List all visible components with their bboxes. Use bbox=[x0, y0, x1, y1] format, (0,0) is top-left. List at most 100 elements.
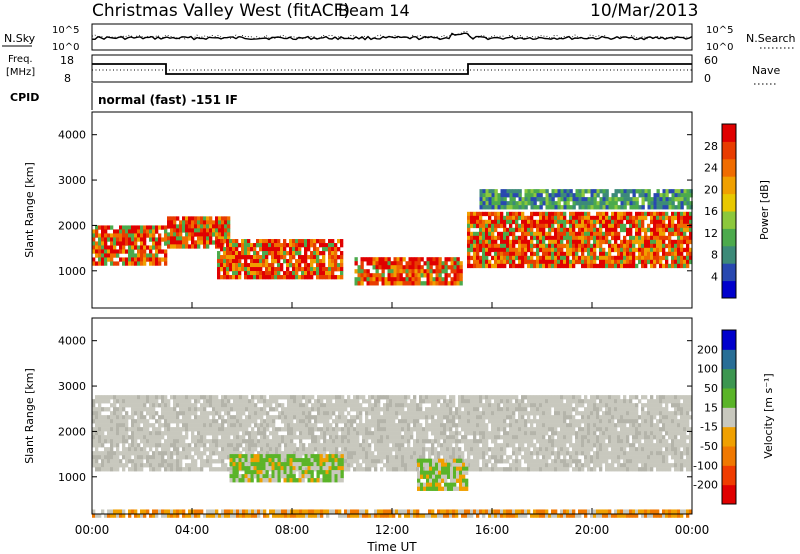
echo-cell bbox=[227, 224, 231, 229]
echo-cell bbox=[491, 205, 495, 210]
echo-cell bbox=[500, 415, 504, 420]
echo-cell bbox=[316, 255, 320, 260]
echo-cell bbox=[614, 201, 618, 206]
echo-cell bbox=[500, 263, 504, 269]
echo-cell bbox=[665, 193, 669, 198]
echo-cell bbox=[548, 263, 552, 269]
echo-cell bbox=[545, 399, 549, 404]
echo-cell bbox=[326, 411, 330, 416]
echo-cell bbox=[641, 193, 645, 198]
echo-cell bbox=[389, 463, 393, 468]
echo-cell bbox=[399, 269, 403, 274]
echo-cell bbox=[241, 251, 245, 256]
echo-cell bbox=[359, 447, 363, 452]
echo-cell bbox=[92, 455, 96, 460]
echo-cell bbox=[557, 259, 561, 265]
echo-cell bbox=[614, 243, 618, 249]
echo-cell bbox=[254, 423, 258, 428]
echo-cell bbox=[119, 395, 123, 400]
echo-cell bbox=[419, 443, 423, 448]
echo-cell bbox=[221, 439, 225, 444]
echo-cell bbox=[665, 251, 669, 257]
echo-cell bbox=[317, 435, 321, 440]
echo-cell bbox=[605, 193, 609, 198]
echo-cell bbox=[173, 395, 177, 400]
echo-cell bbox=[380, 423, 384, 428]
echo-cell bbox=[453, 257, 457, 262]
echo-cell bbox=[305, 407, 309, 412]
echo-cell bbox=[107, 419, 111, 424]
echo-cell bbox=[653, 219, 657, 225]
echo-cell bbox=[494, 243, 498, 249]
echo-cell bbox=[338, 439, 342, 444]
echo-cell bbox=[263, 443, 267, 448]
echo-cell bbox=[453, 277, 457, 282]
echo-cell bbox=[167, 455, 171, 460]
echo-cell bbox=[212, 447, 216, 452]
echo-cell bbox=[479, 447, 483, 452]
echo-cell bbox=[295, 263, 299, 268]
echo-cell bbox=[521, 263, 525, 269]
echo-cell bbox=[680, 231, 684, 237]
echo-cell bbox=[314, 439, 318, 444]
echo-cell bbox=[227, 451, 231, 456]
echo-cell bbox=[322, 259, 326, 264]
echo-cell bbox=[494, 395, 498, 400]
echo-cell bbox=[232, 263, 236, 268]
echo-cell bbox=[551, 427, 555, 432]
echo-cell bbox=[316, 271, 320, 276]
echo-cell bbox=[512, 255, 516, 261]
echo-cell bbox=[170, 435, 174, 440]
echo-cell bbox=[662, 211, 666, 217]
echo-cell bbox=[340, 275, 344, 280]
echo-cell bbox=[494, 399, 498, 404]
echo-cell bbox=[527, 219, 531, 225]
echo-cell bbox=[659, 235, 663, 241]
echo-cell bbox=[206, 403, 210, 408]
echo-cell bbox=[542, 247, 546, 253]
echo-cell bbox=[551, 223, 555, 229]
echo-cell bbox=[284, 411, 288, 416]
echo-cell bbox=[599, 201, 603, 206]
echo-cell bbox=[110, 249, 114, 254]
echo-cell bbox=[218, 459, 222, 464]
echo-cell bbox=[539, 467, 543, 472]
echo-cell bbox=[479, 467, 483, 472]
echo-cell bbox=[271, 259, 275, 264]
echo-cell bbox=[536, 427, 540, 432]
echo-cell bbox=[248, 443, 252, 448]
echo-cell bbox=[92, 439, 96, 444]
echo-cell bbox=[143, 415, 147, 420]
echo-cell bbox=[467, 427, 471, 432]
echo-cell bbox=[620, 227, 624, 233]
echo-cell bbox=[689, 231, 693, 237]
echo-cell bbox=[113, 431, 117, 436]
echo-cell bbox=[584, 459, 588, 464]
echo-cell bbox=[369, 261, 373, 266]
echo-cell bbox=[104, 253, 108, 258]
echo-cell bbox=[290, 447, 294, 452]
echo-cell bbox=[263, 395, 267, 400]
echo-cell bbox=[554, 201, 558, 206]
echo-cell bbox=[432, 257, 436, 262]
echo-cell bbox=[425, 439, 429, 444]
freq-tick-high: 18 bbox=[60, 54, 74, 67]
echo-cell bbox=[536, 227, 540, 233]
echo-cell bbox=[354, 269, 358, 274]
echo-cell bbox=[383, 431, 387, 436]
frequency-panel-frame bbox=[91, 54, 693, 83]
echo-cell bbox=[104, 427, 108, 432]
echo-cell bbox=[242, 439, 246, 444]
echo-cell bbox=[488, 263, 492, 269]
echo-cell bbox=[557, 399, 561, 404]
echo-cell bbox=[419, 407, 423, 412]
echo-cell bbox=[476, 439, 480, 444]
echo-cell bbox=[311, 435, 315, 440]
echo-cell bbox=[563, 227, 567, 233]
echo-cell bbox=[680, 235, 684, 241]
echo-cell bbox=[665, 205, 669, 210]
echo-cell bbox=[220, 255, 224, 260]
echo-cell bbox=[497, 411, 501, 416]
echo-cell bbox=[521, 439, 525, 444]
echo-cell bbox=[443, 423, 447, 428]
